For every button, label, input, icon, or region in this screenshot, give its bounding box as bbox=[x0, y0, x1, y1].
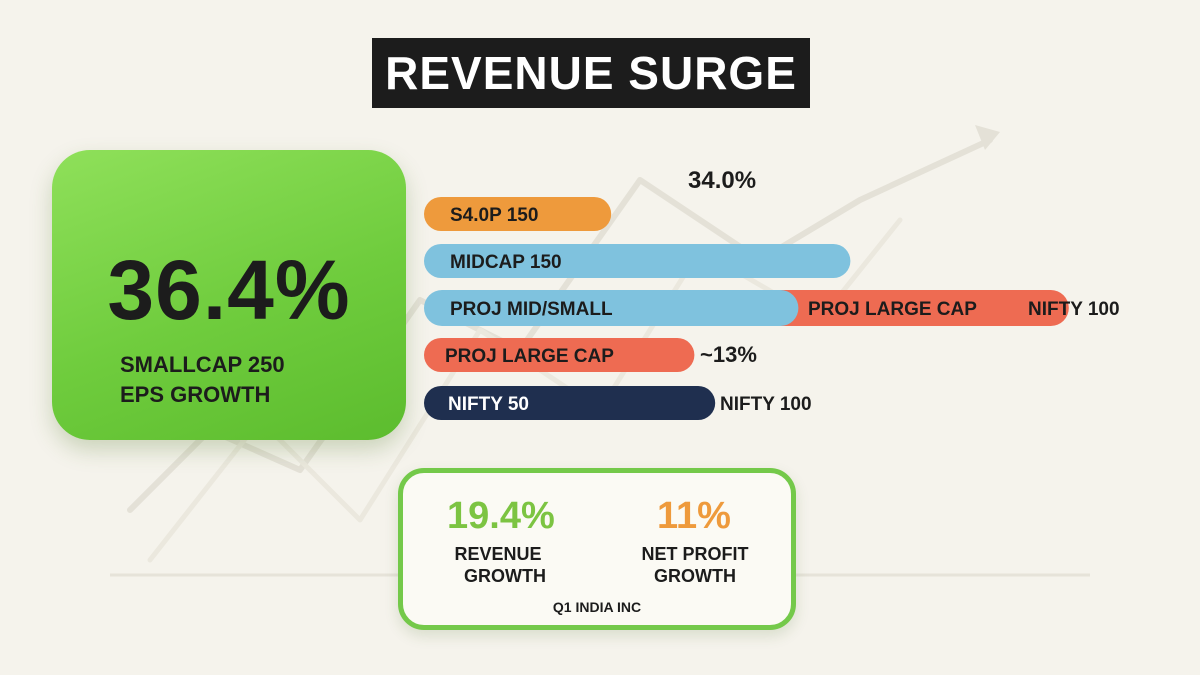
revenue-label-line1: REVENUE bbox=[454, 544, 542, 564]
hero-label: SMALLCAP 250 EPS GROWTH bbox=[120, 350, 380, 410]
net-profit-growth-value: 11% bbox=[657, 495, 731, 537]
net-profit-growth-label: NET PROFIT GROWTH bbox=[635, 543, 755, 587]
bar-label: PROJ LARGE CAP bbox=[808, 299, 977, 320]
profit-label-line1: NET PROFIT bbox=[641, 544, 749, 564]
bar bbox=[756, 290, 1069, 326]
revenue-growth-label: REVENUE GROWTH bbox=[443, 543, 553, 587]
bar-label: S4.0P 150 bbox=[450, 205, 538, 226]
hero-label-line2: EPS GROWTH bbox=[120, 382, 271, 407]
annotation-label: ~13% bbox=[700, 342, 757, 367]
bar bbox=[424, 244, 851, 278]
stats-card: 19.4% REVENUE GROWTH 11% NET PROFIT GROW… bbox=[398, 468, 796, 630]
bar bbox=[424, 386, 716, 420]
hero-value: 36.4% bbox=[107, 243, 351, 337]
source-label: Q1 INDIA INC bbox=[552, 599, 642, 615]
bar bbox=[424, 290, 799, 326]
annotation-label: 34.0% bbox=[688, 167, 756, 194]
hero-card: 36.4% SMALLCAP 250 EPS GROWTH bbox=[52, 150, 406, 440]
bar-label: PROJ MID/SMALL bbox=[450, 299, 613, 320]
revenue-growth-value: 19.4% bbox=[447, 495, 555, 537]
bar-label: PROJ LARGE CAP bbox=[445, 346, 614, 367]
annotation-label: NIFTY 100 bbox=[1028, 299, 1120, 320]
bar-label: MIDCAP 150 bbox=[450, 252, 562, 273]
annotation-label: NIFTY 100 bbox=[720, 394, 812, 415]
page-title: REVENUE SURGE bbox=[372, 38, 810, 108]
revenue-label-line2: GROWTH bbox=[464, 566, 546, 586]
bar bbox=[424, 338, 695, 372]
hero-label-line1: SMALLCAP 250 bbox=[120, 352, 285, 377]
profit-label-line2: GROWTH bbox=[654, 566, 736, 586]
bar-label: NIFTY 50 bbox=[448, 394, 529, 415]
bar bbox=[424, 197, 612, 231]
